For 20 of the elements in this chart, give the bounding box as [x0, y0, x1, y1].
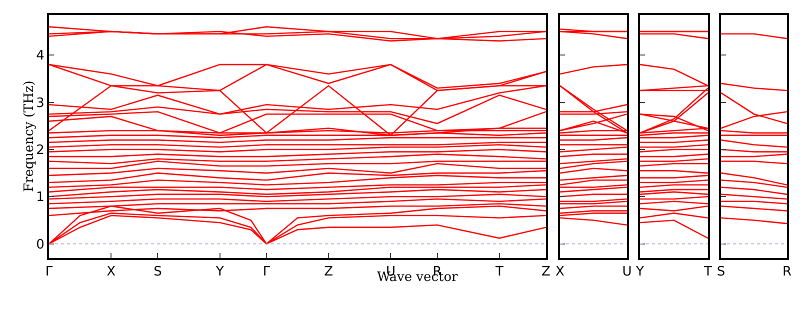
y-axis-title: Frequency (THz): [22, 80, 37, 192]
x-tick-label: Γ: [45, 264, 54, 280]
y-tick-label: 0: [36, 237, 44, 252]
x-tick-label: Y: [214, 264, 224, 280]
y-tick-label: 2: [36, 143, 44, 158]
x-tick-label: T: [703, 264, 712, 280]
x-tick-label: T: [494, 264, 504, 280]
x-tick-label: U: [622, 264, 632, 280]
y-tick-label: 1: [36, 190, 44, 206]
x-tick-label: Y: [635, 264, 644, 280]
x-tick-label: Γ: [262, 264, 271, 280]
x-tick-label: S: [154, 264, 162, 280]
x-tick-label: X: [556, 264, 565, 280]
x-tick-label: X: [106, 264, 116, 280]
y-tick-label: 4: [36, 48, 44, 64]
x-tick-label: Z: [542, 264, 551, 280]
x-tick-label: S: [716, 264, 726, 280]
x-tick-label: R: [782, 264, 792, 280]
x-tick-label: Z: [324, 264, 334, 280]
y-tick-label: 3: [36, 96, 44, 111]
